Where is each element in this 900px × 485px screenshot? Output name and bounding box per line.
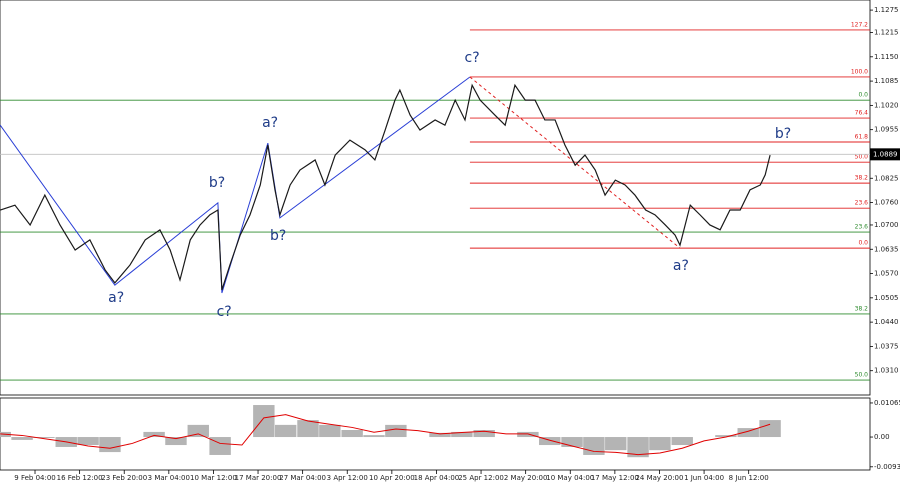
wave-label: a? xyxy=(108,290,124,306)
x-tick-label: 10 May 04:00 xyxy=(546,474,594,482)
y-tick-label: 1.1150 xyxy=(874,53,899,61)
y-tick-label: 1.0505 xyxy=(874,294,899,302)
last-price-label: 1.0889 xyxy=(873,150,898,158)
histogram-bar xyxy=(627,437,649,458)
histogram-bar xyxy=(341,430,363,438)
histogram-bar xyxy=(539,437,561,446)
main-panel xyxy=(0,0,871,396)
wave-label: a? xyxy=(262,115,278,131)
histogram-bar xyxy=(715,435,737,438)
level-label: 100.0 xyxy=(851,68,868,75)
y-tick-label: 1.0760 xyxy=(874,199,899,207)
x-tick-label: 24 May 20:00 xyxy=(635,474,683,482)
wave-label: a? xyxy=(673,258,689,274)
histogram-bar xyxy=(363,435,385,438)
y-tick-label: 1.1020 xyxy=(874,101,899,109)
histogram-bar xyxy=(561,437,583,447)
histogram-bar xyxy=(297,420,319,438)
histogram-bar xyxy=(274,424,297,438)
histogram-bar xyxy=(99,437,121,453)
histogram-bar xyxy=(583,437,605,455)
wave-label: c? xyxy=(465,50,480,66)
level-label: 76.4 xyxy=(855,110,869,117)
y-tick-label: 1.0440 xyxy=(874,318,899,326)
histogram-bar xyxy=(11,437,33,440)
histogram-bar xyxy=(33,437,55,438)
histogram-bar xyxy=(429,432,451,438)
y-tick-label: 1.1215 xyxy=(874,29,899,37)
histogram-bar xyxy=(451,431,473,438)
x-tick-label: 9 Feb 04:00 xyxy=(14,474,55,482)
x-tick-label: 23 Feb 20:00 xyxy=(101,474,147,482)
y-tick-label: 1.0825 xyxy=(874,174,899,182)
histogram-bar xyxy=(253,405,275,438)
histogram-bar xyxy=(671,437,693,446)
x-tick-label: 2 May 20:00 xyxy=(504,474,548,482)
y-tick-label: 1.0955 xyxy=(874,126,899,134)
signal-line xyxy=(0,414,771,456)
level-label: 127.2 xyxy=(851,21,868,28)
histogram-bar xyxy=(605,437,627,451)
histogram-bar xyxy=(187,424,209,438)
level-label: 50.0 xyxy=(855,372,869,379)
histogram-bar xyxy=(385,424,407,438)
x-tick-label: 17 May 12:00 xyxy=(591,474,639,482)
histogram-bar xyxy=(649,437,671,451)
price-line xyxy=(0,83,771,291)
y-tick-label: 1.0570 xyxy=(874,270,899,278)
level-label: 23.6 xyxy=(855,200,869,207)
level-label: 61.8 xyxy=(855,134,869,141)
x-tick-label: 16 Feb 12:00 xyxy=(57,474,103,482)
wave-label: b? xyxy=(775,126,791,142)
histogram-bar xyxy=(77,437,99,446)
wave-label: c? xyxy=(217,304,232,320)
y-tick-label: 0.01065 xyxy=(874,399,900,407)
level-label: 0.0 xyxy=(858,240,868,247)
wave-label: b? xyxy=(270,228,286,244)
x-tick-label: 27 Mar 04:00 xyxy=(279,474,326,482)
histogram-bar xyxy=(517,431,539,438)
wave-line xyxy=(0,76,471,294)
x-tick-label: 10 Apr 20:00 xyxy=(369,474,415,482)
level-label: 38.2 xyxy=(855,305,869,312)
level-label: 0.0 xyxy=(858,92,868,99)
y-tick-label: -0.0093 xyxy=(874,463,900,471)
y-tick-label: 1.0310 xyxy=(874,367,899,375)
y-tick-label: 1.0375 xyxy=(874,342,899,350)
y-tick-label: 1.1085 xyxy=(874,77,899,85)
x-tick-label: 8 Jun 12:00 xyxy=(729,474,769,482)
wave-label: b? xyxy=(209,175,225,191)
histogram-bar xyxy=(473,430,495,438)
x-tick-label: 1 Jun 04:00 xyxy=(684,474,724,482)
histogram-bar xyxy=(165,437,187,446)
level-label: 38.2 xyxy=(855,175,869,182)
y-tick-label: 0.00 xyxy=(874,433,890,441)
histogram-bar xyxy=(319,424,341,438)
level-label: 23.6 xyxy=(855,224,869,231)
y-tick-label: 1.0700 xyxy=(874,221,899,229)
x-tick-label: 3 Mar 04:00 xyxy=(148,474,190,482)
last-price-box xyxy=(870,148,900,161)
x-tick-label: 25 Apr 12:00 xyxy=(458,474,504,482)
histogram-bar xyxy=(143,431,165,438)
histogram-bar xyxy=(737,428,759,438)
x-tick-label: 17 Mar 20:00 xyxy=(235,474,282,482)
y-tick-label: 1.0635 xyxy=(874,245,899,253)
x-tick-label: 18 Apr 04:00 xyxy=(414,474,460,482)
x-tick-label: 3 Apr 12:00 xyxy=(327,474,368,482)
x-tick-label: 10 Mar 12:00 xyxy=(190,474,237,482)
y-tick-label: 1.1275 xyxy=(874,6,899,14)
histogram-bar xyxy=(759,420,781,438)
level-label: 50.0 xyxy=(855,154,869,161)
